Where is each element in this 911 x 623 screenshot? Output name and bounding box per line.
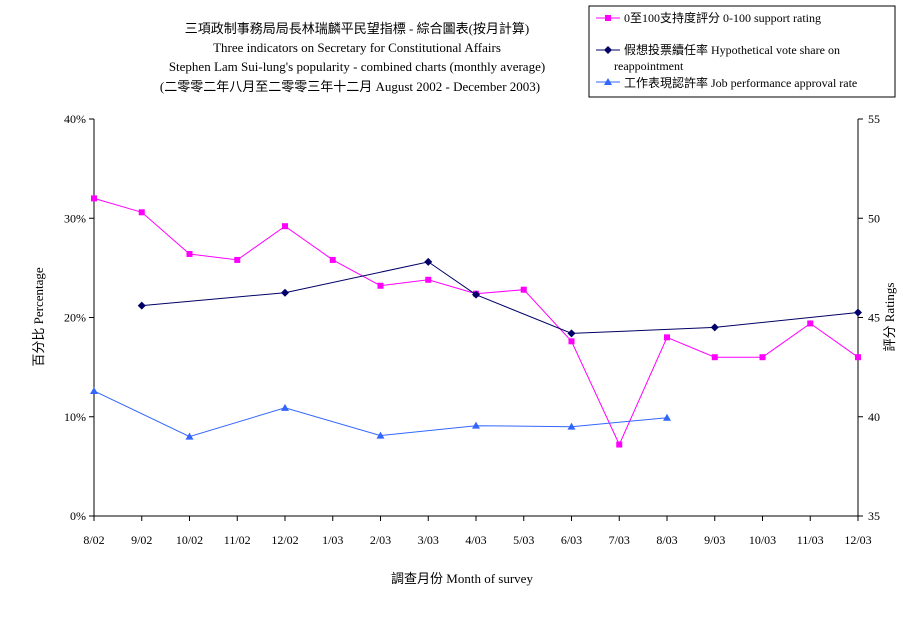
data-point-diamond (567, 329, 576, 338)
data-point-diamond (472, 290, 480, 299)
x-tick-label: 7/03 (609, 533, 630, 547)
left-tick-label: 30% (64, 211, 86, 225)
data-point-triangle (663, 413, 671, 421)
x-tick-label: 12/02 (271, 533, 298, 547)
y-axis-label-left: 百分比 Percentage (31, 267, 46, 367)
legend-label-support-rating: 0至100支持度評分 0-100 support rating (624, 10, 821, 25)
right-tick-label: 45 (868, 311, 880, 325)
series-1 (137, 257, 862, 338)
data-point-triangle (567, 422, 576, 430)
data-point-square (711, 354, 718, 361)
title-line-2: Three indicators on Secretary for Consti… (213, 40, 501, 55)
data-point-diamond (424, 257, 433, 266)
data-point-diamond (137, 301, 146, 310)
left-axis-ticks: 0% 10% 20% 30% 40% (64, 112, 94, 523)
x-tick-label: 6/03 (561, 533, 582, 547)
left-tick-label: 0% (70, 509, 86, 523)
right-tick-label: 40 (868, 410, 880, 424)
data-point-diamond (710, 323, 719, 332)
data-point-triangle (472, 421, 480, 429)
legend-label-vote-share: 假想投票續任率 Hypothetical vote share on reapp… (614, 42, 843, 73)
x-tick-label: 1/03 (322, 533, 343, 547)
x-tick-label: 4/03 (465, 533, 486, 547)
legend-marker-vote-share (604, 46, 612, 54)
data-point-square (807, 320, 814, 327)
right-axis-ticks: 35 40 45 50 55 (858, 112, 880, 523)
data-point-square (234, 256, 241, 263)
x-axis-label: 調查月份 Month of survey (391, 571, 533, 586)
data-point-triangle (185, 432, 194, 440)
x-tick-label: 3/03 (418, 533, 439, 547)
data-point-square (425, 276, 432, 283)
series-line (93, 197, 859, 446)
axes: 0% 10% 20% 30% 40% 35 40 45 50 55 8/02 9/02 10/02 1… (64, 112, 880, 547)
legend-label-approval-rate: 工作表現認許率 Job performance approval rate (624, 75, 857, 90)
x-tick-label: 8/02 (83, 533, 104, 547)
data-point-square (91, 195, 97, 202)
data-point-square (282, 223, 288, 230)
x-tick-label: 8/03 (656, 533, 677, 547)
data-point-diamond (854, 308, 862, 317)
y-axis-label-right: 評分 Ratings (882, 283, 897, 352)
data-point-square (616, 441, 623, 448)
right-tick-label: 55 (868, 112, 880, 126)
data-point-triangle (376, 431, 385, 439)
data-point-square (520, 286, 527, 293)
x-tick-label: 11/03 (797, 533, 824, 547)
left-tick-label: 40% (64, 112, 86, 126)
left-tick-label: 10% (64, 410, 86, 424)
data-point-square (568, 338, 575, 345)
x-axis-ticks: 8/02 9/02 10/02 11/02 12/02 1/03 2/03 3/03 4/03 5… (83, 516, 872, 547)
left-tick-label: 20% (64, 311, 86, 325)
x-tick-label: 5/03 (513, 533, 534, 547)
x-tick-label: 10/03 (749, 533, 776, 547)
data-point-triangle (281, 403, 289, 411)
x-tick-label: 9/02 (131, 533, 152, 547)
legend: 0至100支持度評分 0-100 support rating 假想投票續任率 … (588, 5, 896, 98)
data-point-square (377, 282, 384, 289)
data-point-square (855, 354, 861, 361)
x-tick-label: 9/03 (704, 533, 725, 547)
series-line (141, 261, 859, 334)
data-point-triangle (90, 386, 98, 394)
data-point-square (138, 209, 145, 216)
right-tick-label: 50 (868, 211, 880, 225)
data-point-square (186, 250, 193, 257)
chart-title: 三項政制事務局局長林瑞麟平民望指標 - 綜合圖表(按月計算) Three ind… (160, 21, 545, 94)
x-tick-label: 12/03 (844, 533, 871, 547)
legend-box (588, 5, 896, 98)
series-2 (90, 386, 671, 440)
series-0 (91, 195, 861, 448)
x-tick-label: 10/02 (176, 533, 203, 547)
title-line-4: (二零零二年八月至二零零三年十二月 August 2002 - December… (160, 79, 540, 94)
data-point-square (759, 354, 766, 361)
x-tick-label: 2/03 (370, 533, 391, 547)
right-tick-label: 35 (868, 509, 880, 523)
data-point-diamond (281, 288, 289, 297)
legend-marker-support-rating (605, 15, 611, 21)
x-tick-label: 11/02 (224, 533, 251, 547)
series-line (93, 390, 668, 438)
series-layer (90, 195, 862, 448)
data-point-square (329, 256, 336, 263)
title-line-3: Stephen Lam Sui-lung's popularity - comb… (169, 59, 545, 74)
title-line-1: 三項政制事務局局長林瑞麟平民望指標 - 綜合圖表(按月計算) (185, 21, 530, 36)
data-point-square (664, 334, 670, 341)
legend-marker-approval-rate (604, 78, 612, 85)
